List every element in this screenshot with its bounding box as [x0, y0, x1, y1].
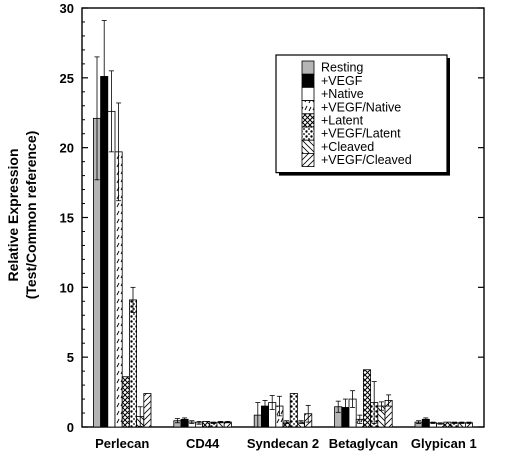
bar	[443, 421, 452, 428]
legend-label: +VEGF/Native	[321, 100, 401, 114]
legend-label: +Cleaved	[321, 140, 374, 154]
bar	[128, 299, 137, 428]
legend-swatch	[301, 152, 315, 167]
legend-swatch	[301, 100, 315, 115]
y-tick-label: 10	[60, 280, 74, 295]
legend-label: +VEGF	[321, 74, 363, 88]
legend-swatch	[301, 73, 315, 88]
y-tick-label: 5	[67, 350, 74, 365]
bar	[289, 393, 298, 428]
legend-label: +Native	[321, 87, 364, 101]
bar	[121, 376, 130, 428]
bar	[143, 393, 152, 428]
legend-label: +VEGF/Cleaved	[321, 153, 412, 167]
category-label: Perlecan	[95, 436, 149, 451]
y-tick-label: 20	[60, 141, 74, 156]
y-axis-subtitle: (Test/Common reference)	[23, 131, 39, 300]
legend: Resting+VEGF+Native+VEGF/Native+Latent+V…	[275, 54, 450, 176]
y-axis-title: Relative Expression	[5, 148, 21, 281]
y-tick-label: 25	[60, 71, 74, 86]
y-tick-label: 15	[60, 211, 74, 226]
category-label: Syndecan 2	[247, 436, 319, 451]
legend-swatch	[301, 87, 315, 102]
category-label: Betaglycan	[329, 436, 398, 451]
y-tick-label: 30	[60, 1, 74, 16]
category-label: Glypican 1	[411, 436, 477, 451]
legend-label: +VEGF/Latent	[321, 127, 401, 141]
legend-swatch	[301, 113, 315, 128]
category-label: CD44	[186, 436, 220, 451]
legend-swatch	[301, 126, 315, 141]
legend-swatch	[301, 60, 315, 75]
legend-label: Resting	[321, 61, 363, 75]
legend-label: +Latent	[321, 114, 364, 128]
bar	[362, 369, 371, 428]
bar	[202, 421, 211, 428]
legend-swatch	[301, 139, 315, 154]
plot-area: 0 5 10 15 20 25 30 Perlecan CD44 Syndecan 2 Betagl…	[60, 1, 485, 451]
y-tick-label: 0	[67, 420, 74, 435]
bar	[107, 110, 116, 428]
